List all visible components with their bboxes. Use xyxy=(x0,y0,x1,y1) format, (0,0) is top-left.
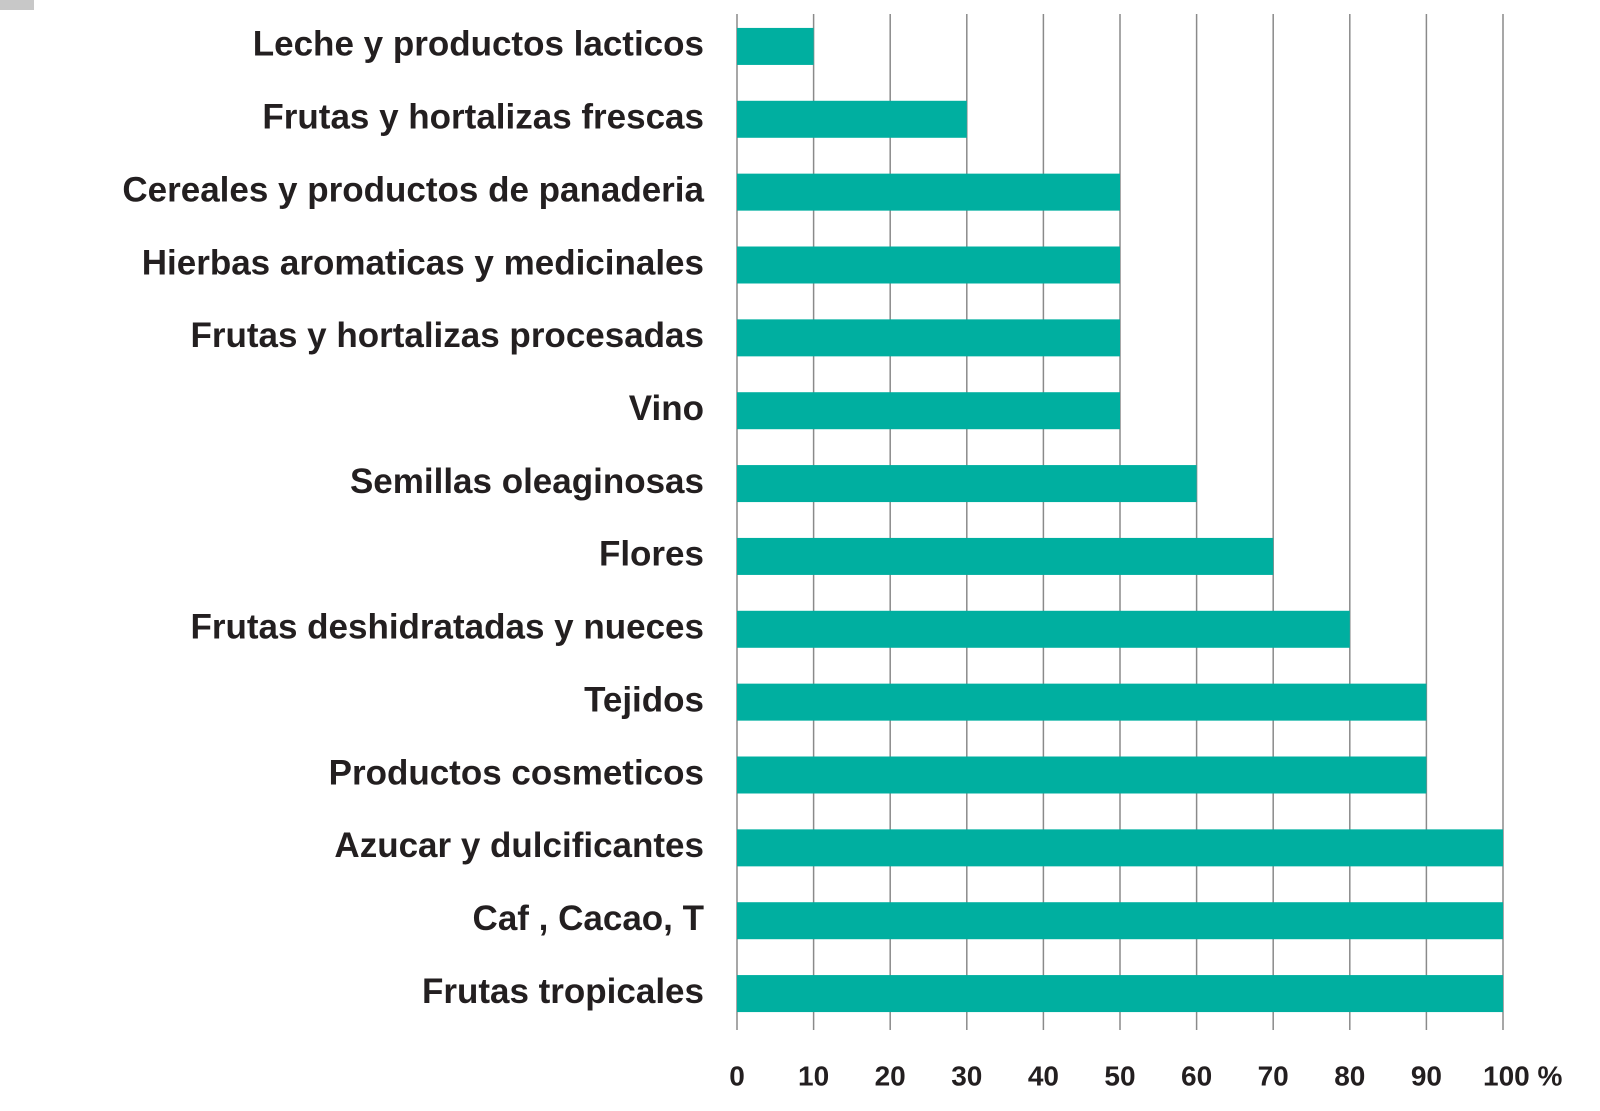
y-tick-label: Flores xyxy=(599,535,704,574)
bar xyxy=(737,173,1120,211)
bar xyxy=(737,902,1503,940)
x-tick-label: 50 xyxy=(1104,1060,1135,1091)
corner-decoration xyxy=(0,0,34,10)
y-tick-label: Tejidos xyxy=(584,680,704,719)
y-tick-label: Frutas y hortalizas procesadas xyxy=(190,316,704,355)
x-tick-label: 0 xyxy=(729,1060,745,1091)
bar xyxy=(737,27,814,65)
y-tick-label: Productos cosmeticos xyxy=(329,753,704,792)
bar xyxy=(737,392,1120,430)
bar xyxy=(737,100,967,138)
x-tick-label: 90 xyxy=(1411,1060,1442,1091)
bar xyxy=(737,246,1120,284)
y-tick-label: Hierbas aromaticas y medicinales xyxy=(142,243,704,282)
x-tick-label: 100 % xyxy=(1483,1060,1562,1091)
x-tick-label: 80 xyxy=(1334,1060,1365,1091)
bar xyxy=(737,756,1427,794)
bar xyxy=(737,975,1503,1013)
bar xyxy=(737,319,1120,357)
x-tick-label: 60 xyxy=(1181,1060,1212,1091)
x-tick-label: 20 xyxy=(875,1060,906,1091)
y-tick-label: Semillas oleaginosas xyxy=(350,462,704,501)
y-tick-label: Frutas deshidratadas y nueces xyxy=(190,608,704,647)
x-tick-label: 40 xyxy=(1028,1060,1059,1091)
bar xyxy=(737,829,1503,867)
y-tick-label: Caf , Cacao, T xyxy=(473,899,704,938)
y-tick-label: Frutas y hortalizas frescas xyxy=(262,98,704,137)
y-tick-label: Frutas tropicales xyxy=(422,972,704,1011)
bar xyxy=(737,537,1274,575)
y-tick-label: Azucar y dulcificantes xyxy=(334,826,704,865)
x-tick-label: 30 xyxy=(951,1060,982,1091)
y-tick-label: Leche y productos lacticos xyxy=(253,25,704,64)
x-tick-label: 10 xyxy=(798,1060,829,1091)
x-tick-label: 70 xyxy=(1258,1060,1289,1091)
y-tick-label: Cereales y productos de panaderia xyxy=(122,170,704,209)
bar xyxy=(737,683,1427,721)
y-tick-label: Vino xyxy=(629,389,704,428)
bar xyxy=(737,610,1350,648)
bar xyxy=(737,465,1197,503)
